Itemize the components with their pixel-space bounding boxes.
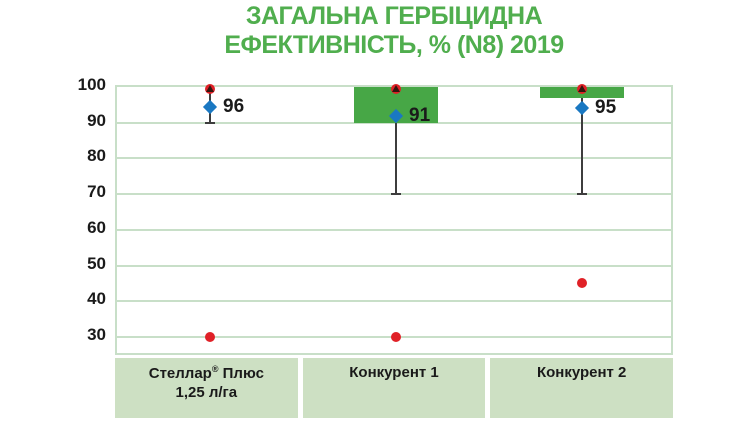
category-cell-1: Стеллар® Плюс 1,25 л/га xyxy=(115,358,298,418)
mean-diamond xyxy=(202,99,218,114)
y-tick-label-50: 50 xyxy=(87,253,106,273)
chart-title-line2: ЕФЕКТИВНІСТЬ, % (N8) 2019 xyxy=(224,31,564,59)
value-label: 91 xyxy=(409,104,431,126)
chart-title: ЗАГАЛЬНА ГЕРБІЦИДНА ЕФЕКТИВНІСТЬ, % (N8)… xyxy=(115,2,673,60)
value-label: 96 xyxy=(223,95,245,117)
y-tick-label-40: 40 xyxy=(87,289,106,309)
category-cell-3: Конкурент 2 xyxy=(490,358,674,418)
whisker xyxy=(395,87,397,195)
whisker xyxy=(581,87,583,195)
gridline-80 xyxy=(117,157,671,160)
peak-triangle-icon xyxy=(206,85,214,92)
chart-title-line1: ЗАГАЛЬНА ГЕРБІЦИДНА xyxy=(245,2,543,30)
outlier-dot xyxy=(205,332,215,342)
outlier-dot xyxy=(391,332,401,342)
gridline-40 xyxy=(117,300,671,303)
plot-area: 96 91 95 xyxy=(115,84,673,355)
y-tick-label-60: 60 xyxy=(87,217,106,237)
value-label: 95 xyxy=(595,97,617,119)
category-label-line: Конкурент 1 xyxy=(349,364,439,381)
whisker-cap xyxy=(391,193,401,196)
mean-diamond xyxy=(574,101,590,116)
y-tick-label-30: 30 xyxy=(87,325,106,344)
category-label-line: 1,25 л/га xyxy=(175,383,238,401)
category-cell-2: Конкурент 1 xyxy=(302,358,486,418)
gridline-60 xyxy=(117,228,671,231)
peak-triangle-icon xyxy=(578,85,586,92)
category-label-line: Стеллар® Плюс xyxy=(148,364,264,382)
y-tick-label-90: 90 xyxy=(87,110,106,130)
whisker-cap xyxy=(205,121,215,124)
y-tick-label-100: 100 xyxy=(77,75,106,94)
category-band: Стеллар® Плюс 1,25 л/га Конкурент 1 Конкуре… xyxy=(115,358,674,418)
gridline-50 xyxy=(117,264,671,267)
peak-triangle-icon xyxy=(392,85,400,92)
y-tick-label-70: 70 xyxy=(87,182,106,202)
outlier-dot xyxy=(577,278,587,289)
y-tick-label-80: 80 xyxy=(87,146,106,166)
gridline-90 xyxy=(117,121,671,124)
whisker-cap xyxy=(577,193,587,196)
category-label-line: Конкурент 2 xyxy=(536,364,627,381)
